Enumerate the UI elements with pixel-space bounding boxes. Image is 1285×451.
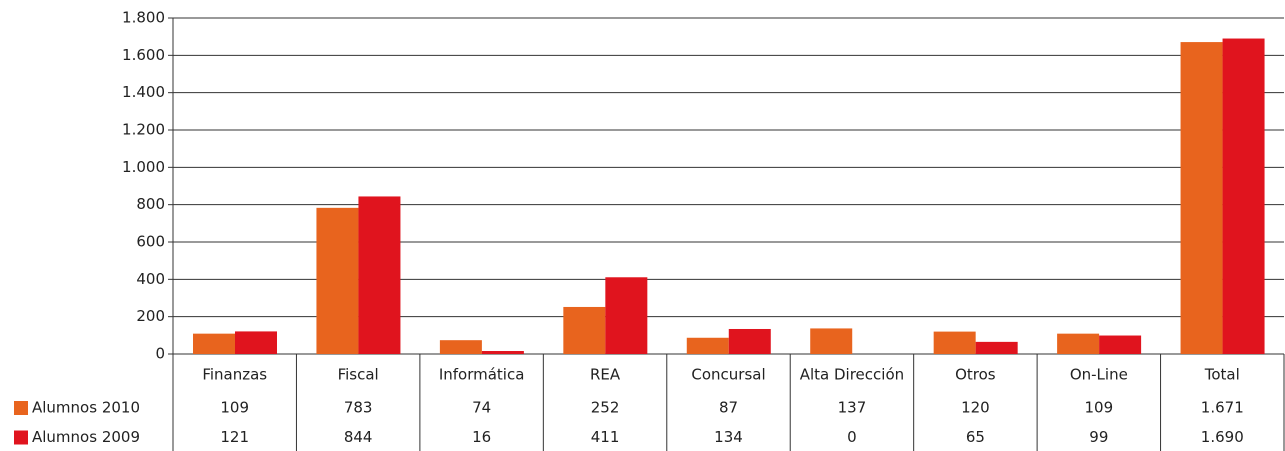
table-value: 411 <box>591 428 620 446</box>
y-tick-label: 600 <box>136 233 165 251</box>
table-value: 252 <box>591 399 620 417</box>
bar <box>439 340 482 354</box>
bar <box>193 333 235 354</box>
table-value: 109 <box>220 399 249 417</box>
bar <box>1180 42 1223 355</box>
table-value: 109 <box>1085 399 1114 417</box>
x-tick-label: Informática <box>439 366 525 384</box>
bar <box>810 328 853 354</box>
table-value: 0 <box>847 428 857 446</box>
table-value: 783 <box>344 399 373 417</box>
x-tick-label: Alta Dirección <box>800 366 904 384</box>
bar <box>728 328 771 354</box>
bar <box>358 196 401 354</box>
y-tick-label: 1.200 <box>122 121 165 139</box>
table-value: 74 <box>472 399 491 417</box>
y-tick-label: 800 <box>136 195 165 213</box>
y-tick-label: 1.400 <box>122 83 165 101</box>
legend-label: Alumnos 2009 <box>32 428 140 446</box>
bar <box>933 331 976 354</box>
y-tick-label: 1.600 <box>122 46 165 64</box>
y-tick-label: 1.800 <box>122 9 165 27</box>
bar <box>605 277 648 354</box>
bar <box>1057 333 1100 354</box>
x-tick-label: Concursal <box>691 366 765 384</box>
legend-swatch <box>14 430 28 445</box>
table-value: 120 <box>961 399 990 417</box>
x-tick-label: Fiscal <box>338 366 379 384</box>
bar <box>1222 38 1265 355</box>
table-value: 1.671 <box>1201 399 1244 417</box>
y-tick-label: 0 <box>155 345 165 363</box>
bar <box>481 351 524 354</box>
x-tick-label: Total <box>1204 366 1240 384</box>
bar <box>975 341 1018 354</box>
y-tick-label: 1.000 <box>122 158 165 176</box>
table-value: 87 <box>719 399 738 417</box>
table-value: 134 <box>714 428 743 446</box>
table-value: 65 <box>966 428 985 446</box>
table-value: 1.690 <box>1201 428 1244 446</box>
bar <box>563 306 606 354</box>
bar <box>316 207 359 354</box>
x-tick-label: Otros <box>955 366 996 384</box>
x-tick-label: REA <box>590 366 621 384</box>
legend-label: Alumnos 2010 <box>32 399 140 417</box>
legend-swatch <box>14 401 28 415</box>
y-tick-label: 200 <box>136 307 165 325</box>
table-value: 16 <box>472 428 491 446</box>
x-tick-label: On-Line <box>1070 366 1128 384</box>
table-value: 99 <box>1089 428 1108 446</box>
bar <box>1099 335 1142 354</box>
x-tick-label: Finanzas <box>202 366 267 384</box>
y-tick-label: 400 <box>136 270 165 288</box>
table-value: 137 <box>838 399 867 417</box>
table-value: 844 <box>344 428 373 446</box>
bar <box>686 337 729 354</box>
bar <box>235 331 277 354</box>
table-value: 121 <box>220 428 249 446</box>
